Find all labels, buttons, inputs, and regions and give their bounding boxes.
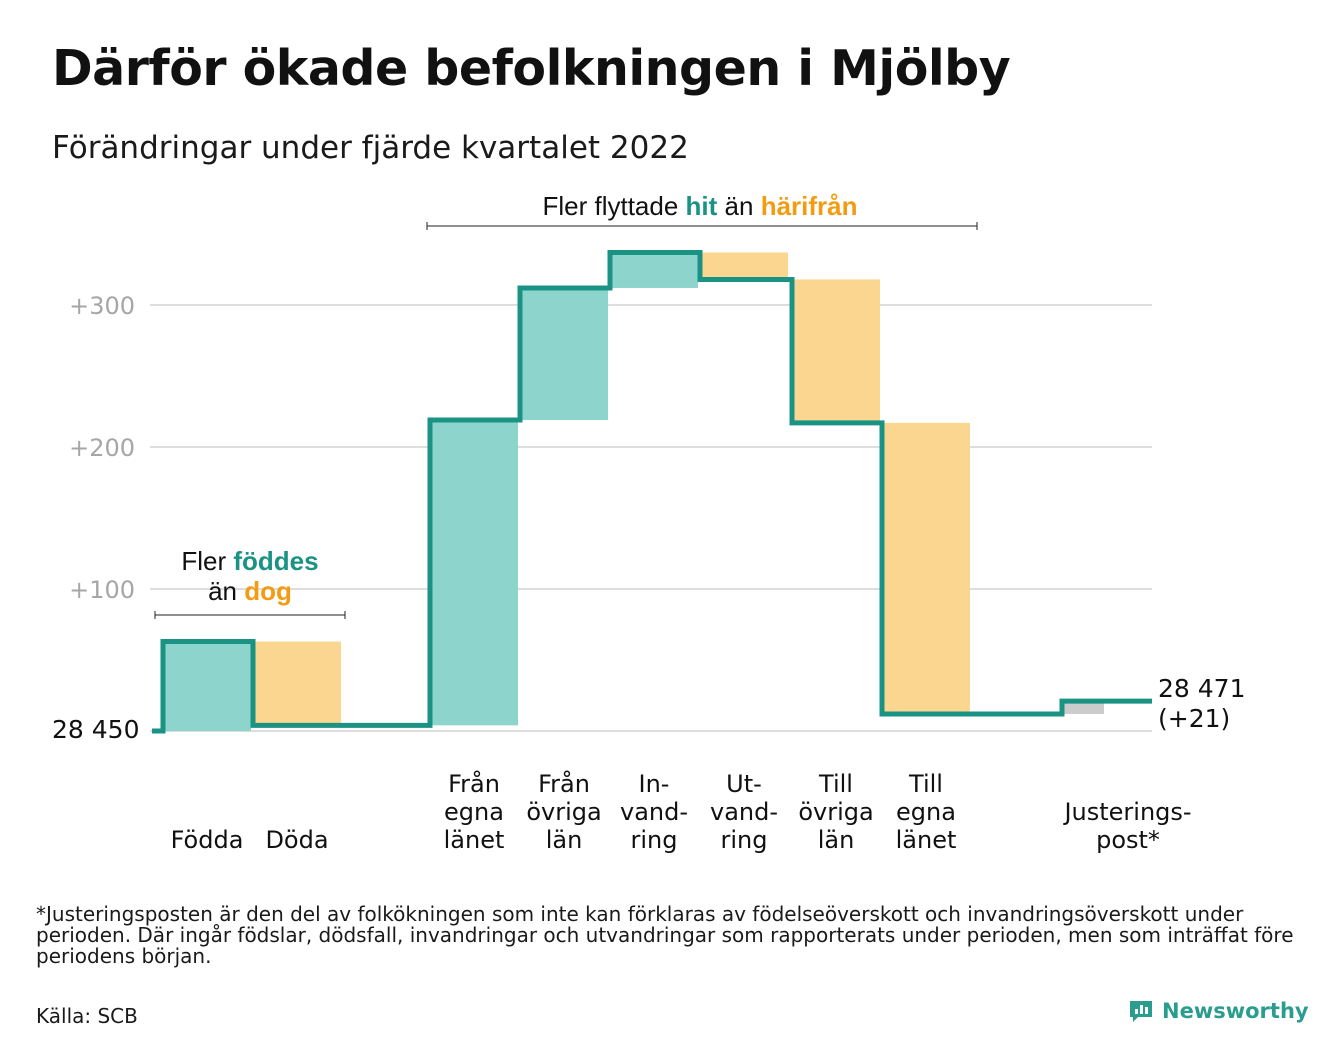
base-value-label: 28 450 [52, 715, 139, 744]
x-axis-label: vand- [620, 798, 688, 826]
source-label: Källa: SCB [36, 1004, 138, 1028]
migration-annotation-hit: hit [686, 191, 718, 221]
births-annotation-foddes: föddes [233, 546, 318, 576]
x-axis-label: vand- [710, 798, 778, 826]
x-axis-label: Från [448, 769, 500, 798]
x-axis-label: post* [1096, 826, 1160, 854]
footnote: *Justeringsposten är den del av folkökni… [36, 902, 1294, 968]
x-axis-label: Födda [171, 826, 244, 854]
end-value-label: 28 471 [1158, 674, 1245, 703]
brand-name: Newsworthy [1162, 999, 1309, 1023]
bar [882, 422, 970, 714]
x-axis-label: övriga [798, 798, 873, 826]
x-axis-label: Justerings- [1062, 798, 1191, 826]
y-tick-label: +100 [69, 576, 135, 604]
x-axis-label: ring [721, 826, 768, 854]
births-annotation-line2: än dog [208, 576, 292, 606]
x-axis-label: ring [631, 826, 678, 854]
newsworthy-logo: Newsworthy [1128, 998, 1309, 1024]
cumulative-line [152, 249, 1152, 734]
migration-annotation: Fler flyttade hit än härifrån [542, 191, 857, 221]
births-annotation-prefix: Fler [181, 546, 233, 576]
births-annotation-line1: Fler föddes [181, 546, 318, 576]
migration-annotation-harifran: härifrån [761, 191, 858, 221]
x-axis-label: Döda [265, 826, 328, 854]
x-axis-label: Ut- [726, 770, 762, 798]
bar [253, 641, 341, 726]
bar [700, 252, 788, 280]
bar [1064, 701, 1104, 714]
x-axis-label: egna [896, 798, 956, 826]
cumulative-line-group [152, 249, 1152, 734]
migration-annotation-middle: än [717, 191, 760, 221]
x-axis-label: In- [639, 770, 670, 798]
chart-subtitle: Förändringar under fjärde kvartalet 2022 [52, 130, 689, 166]
x-axis-labels: Födda DödaFrånegnalänetFrånövrigalänIn-va… [171, 769, 1192, 854]
chart-title: Därför ökade befolkningen i Mjölby [52, 40, 1011, 97]
bar [520, 287, 608, 421]
x-axis-label: Från [538, 769, 590, 798]
bar [792, 279, 880, 423]
x-axis-label: län [546, 826, 583, 854]
x-axis-label: län [818, 826, 855, 854]
births-annotation-dog: dog [244, 576, 292, 606]
x-axis-label: länet [896, 826, 957, 854]
gridlines [150, 304, 1152, 732]
bar [163, 641, 251, 731]
migration-annotation-prefix: Fler flyttade [542, 191, 685, 221]
x-axis-label: länet [444, 826, 505, 854]
x-axis-label: egna [444, 798, 504, 826]
y-tick-label: +300 [69, 292, 135, 320]
bar [430, 420, 518, 726]
x-axis-label: övriga [526, 798, 601, 826]
x-axis-label: Till [818, 770, 853, 798]
x-axis-label: Till [908, 770, 943, 798]
births-annotation-an: än [208, 576, 244, 606]
y-axis-ticks: +100 +200 +300 [69, 292, 135, 604]
end-change-label: (+21) [1158, 704, 1230, 733]
bars [163, 252, 1104, 731]
newsworthy-logo-icon [1130, 1001, 1152, 1022]
waterfall-chart: +100+200+300 Födda DödaFrånegnalänetFrånö… [52, 191, 1245, 854]
y-tick-label: +200 [69, 434, 135, 462]
bar [610, 252, 698, 288]
